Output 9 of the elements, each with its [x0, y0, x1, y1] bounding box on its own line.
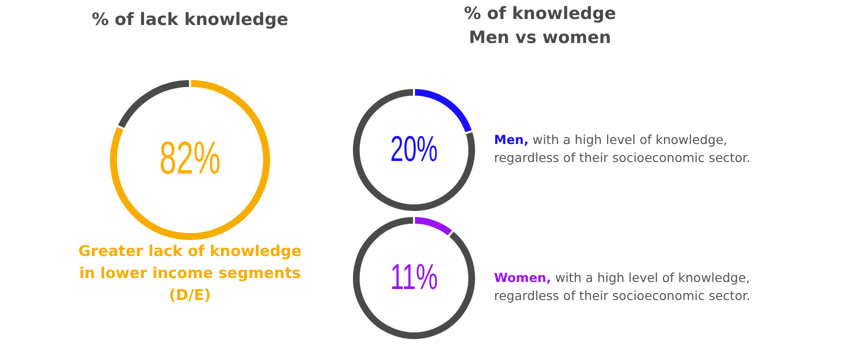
text: Women,	[494, 270, 552, 285]
data-label: 11%	[390, 256, 438, 298]
data-label: 82%	[159, 134, 221, 184]
data-label: 20%	[390, 129, 438, 170]
text: Greater lack of knowledge in lower income segments (D/E)	[77, 241, 303, 306]
text: Men,	[494, 132, 529, 147]
chart-title: % of lack knowledge	[90, 9, 290, 32]
text: Men vs women	[468, 28, 612, 48]
text: % of knowledge	[464, 4, 616, 24]
